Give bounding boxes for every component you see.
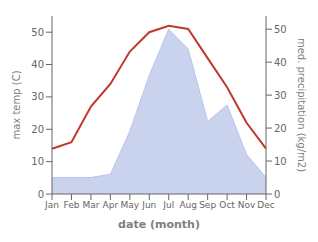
svg-text:40: 40 — [31, 59, 44, 70]
svg-text:Jul: Jul — [162, 200, 174, 210]
svg-text:50: 50 — [31, 27, 44, 38]
svg-text:20: 20 — [274, 123, 287, 134]
svg-text:20: 20 — [31, 124, 44, 135]
svg-text:max temp (C): max temp (C) — [11, 70, 22, 139]
svg-text:Aug: Aug — [179, 200, 197, 210]
svg-text:Sep: Sep — [199, 200, 216, 210]
svg-text:Feb: Feb — [63, 200, 79, 210]
svg-text:Mar: Mar — [82, 200, 99, 210]
svg-text:10: 10 — [31, 156, 44, 167]
svg-text:May: May — [121, 200, 140, 210]
svg-text:Dec: Dec — [257, 200, 274, 210]
svg-text:date (month): date (month) — [118, 218, 200, 231]
svg-text:0: 0 — [274, 189, 280, 200]
svg-text:30: 30 — [31, 91, 44, 102]
svg-text:Nov: Nov — [238, 200, 256, 210]
svg-text:30: 30 — [274, 90, 287, 101]
svg-text:Oct: Oct — [219, 200, 235, 210]
svg-text:0: 0 — [38, 189, 44, 200]
svg-text:10: 10 — [274, 156, 287, 167]
svg-text:50: 50 — [274, 24, 287, 35]
svg-text:Jan: Jan — [44, 200, 59, 210]
svg-text:Jun: Jun — [141, 200, 156, 210]
svg-text:Apr: Apr — [103, 200, 119, 210]
svg-text:med. precipitation (kg/m2): med. precipitation (kg/m2) — [296, 38, 307, 172]
svg-text:40: 40 — [274, 57, 287, 68]
